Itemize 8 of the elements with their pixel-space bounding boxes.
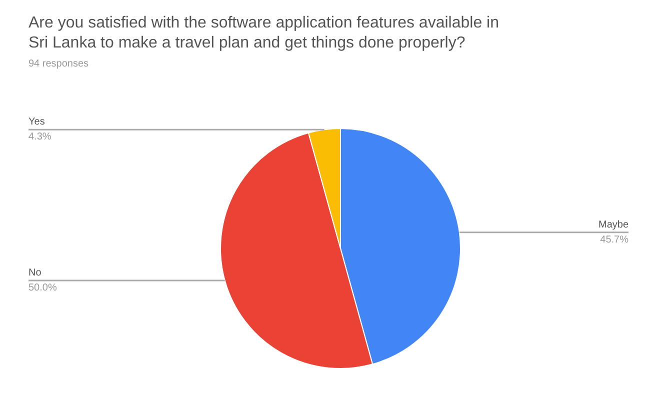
slice-label: Yes (28, 116, 45, 128)
slice-label: No (28, 268, 42, 279)
chart-title: Are you satisfied with the software application features available in Sri Lanka to make a travel plan and get things done properly? (28, 14, 499, 52)
data-label: 45.7% (600, 234, 629, 246)
chart-subtitle: 94 responses (28, 58, 89, 70)
slice-label: Maybe (598, 219, 629, 230)
data-label: 50.0% (28, 282, 57, 294)
data-label: 4.3% (28, 132, 52, 143)
